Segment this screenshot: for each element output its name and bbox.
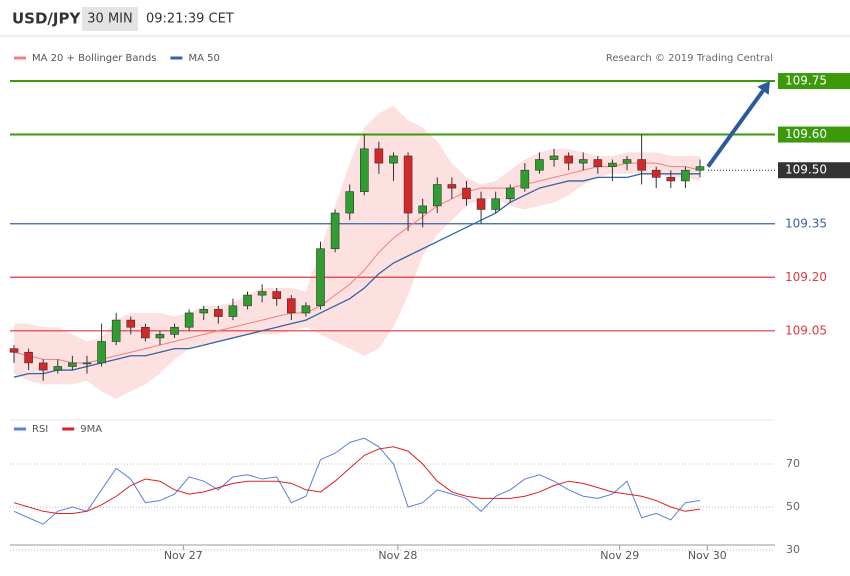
level-box: [778, 162, 850, 179]
level-label: 109.35: [785, 216, 827, 230]
candle-body: [97, 341, 106, 364]
x-tick-label: Nov 30: [688, 549, 727, 562]
candle-body: [301, 305, 311, 314]
candle-body: [359, 148, 369, 192]
candle-body: [184, 312, 194, 328]
candle-body: [535, 159, 544, 171]
legend-label: MA 50: [188, 53, 219, 64]
candle-body: [82, 362, 92, 365]
candle-body: [418, 205, 427, 214]
rsi-line: [13, 446, 701, 514]
level-label: 109.05: [785, 323, 827, 337]
level-label: 109.75: [785, 74, 827, 88]
candle-body: [608, 162, 617, 167]
candle-body: [491, 198, 500, 210]
candle-body: [681, 169, 690, 182]
candle-body: [228, 305, 238, 317]
level-box: [778, 126, 850, 143]
candle-body: [637, 159, 646, 171]
legend-label: MA 20 + Bollinger Bands: [32, 53, 156, 64]
candle-body: [287, 298, 296, 314]
candle-body: [578, 159, 588, 164]
candle-body: [111, 319, 121, 342]
candle-body: [155, 334, 165, 339]
candle-body: [199, 309, 209, 314]
candle-body: [403, 155, 413, 214]
forecast-arrow: [706, 89, 765, 168]
candle-body: [38, 362, 48, 371]
candle-body: [374, 148, 384, 164]
candle-body: [622, 159, 632, 164]
candle-body: [593, 159, 603, 167]
candle-body: [68, 362, 77, 367]
interval: 30 MIN: [87, 12, 132, 27]
candle-body: [257, 291, 267, 296]
level-box: [778, 73, 850, 90]
symbol: USD/JPY: [12, 10, 81, 28]
x-tick-label: Nov 29: [600, 549, 639, 562]
candle-body: [345, 191, 355, 214]
candle-body: [214, 309, 223, 317]
interval-box: [82, 7, 138, 31]
candle-body: [432, 184, 442, 207]
ma-line: [13, 173, 700, 378]
ma-line: [13, 162, 701, 364]
rsi-tick-label: 30: [786, 543, 800, 556]
level-label: 109.20: [785, 270, 827, 284]
legend-label: 9MA: [80, 424, 102, 435]
candle-body: [272, 291, 282, 299]
rsi-tick-label: 50: [786, 500, 800, 513]
candle-body: [462, 187, 471, 200]
time: 09:21:39 CET: [146, 12, 234, 27]
candle-body: [9, 348, 19, 353]
credit: Research © 2019 Trading Central: [606, 53, 773, 64]
bollinger-band: [14, 106, 700, 399]
candle-body: [695, 166, 705, 171]
level-label: 109.60: [785, 127, 827, 141]
level-label: 109.50: [785, 163, 827, 177]
candle-body: [24, 351, 33, 364]
candle-body: [505, 187, 515, 200]
arrow-head: [757, 81, 770, 95]
candle-body: [389, 155, 398, 164]
x-tick-label: Nov 27: [164, 549, 203, 562]
candle-body: [330, 212, 340, 250]
candle-body: [243, 294, 252, 307]
candle-body: [651, 169, 661, 178]
candle-body: [141, 326, 150, 339]
candle-body: [316, 248, 325, 307]
candle-body: [666, 177, 676, 182]
candle-body: [549, 155, 559, 160]
candle-body: [447, 184, 457, 189]
candle-body: [564, 155, 573, 164]
candle-body: [520, 169, 530, 189]
rsi-tick-label: 70: [786, 457, 800, 470]
rsi-line: [13, 437, 701, 525]
legend-label: RSI: [32, 424, 48, 435]
candle-body: [476, 198, 486, 210]
candle-body: [53, 366, 63, 371]
candle-body: [126, 319, 136, 328]
x-tick-label: Nov 28: [378, 549, 417, 562]
candle-body: [170, 326, 179, 335]
